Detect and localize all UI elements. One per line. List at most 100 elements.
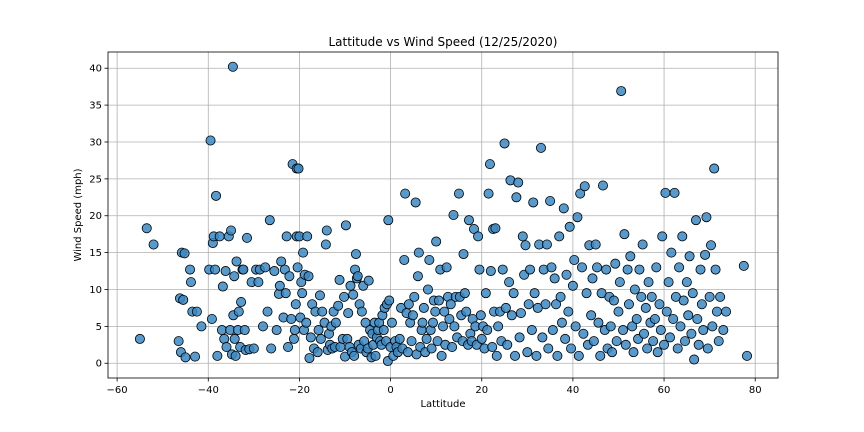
data-point <box>417 317 428 328</box>
data-point <box>424 254 435 265</box>
data-point <box>721 306 732 317</box>
data-point <box>520 240 531 251</box>
data-point <box>303 271 314 282</box>
data-point <box>523 299 534 310</box>
data-point <box>436 350 447 361</box>
data-point <box>687 288 698 299</box>
data-point <box>314 290 325 301</box>
data-point <box>384 295 395 306</box>
y-axis-ticks: 0 5 10 15 20 25 30 35 40 <box>89 64 108 370</box>
data-point <box>597 180 608 191</box>
data-point <box>531 350 542 361</box>
data-point <box>715 291 726 302</box>
data-point <box>648 336 659 347</box>
data-point <box>620 339 631 350</box>
data-point <box>683 310 694 321</box>
data-point <box>383 215 394 226</box>
x-tick-label: −60 <box>107 385 128 396</box>
data-point <box>315 333 326 344</box>
data-point <box>447 342 458 353</box>
data-point <box>317 306 328 317</box>
data-point <box>242 232 253 243</box>
data-point <box>500 302 511 313</box>
data-point <box>482 325 493 336</box>
data-point <box>293 163 304 174</box>
data-point <box>497 264 508 275</box>
data-point <box>684 251 695 262</box>
data-point <box>669 187 680 198</box>
data-point <box>334 274 345 285</box>
plot-area-frame <box>107 51 779 379</box>
data-point <box>214 231 225 242</box>
data-point <box>480 288 491 299</box>
data-point <box>590 239 601 250</box>
data-point <box>264 215 275 226</box>
data-point <box>711 306 722 317</box>
data-point <box>490 223 501 234</box>
data-point <box>556 317 567 328</box>
data-point <box>545 195 556 206</box>
data-point <box>563 306 574 317</box>
data-point <box>349 350 360 361</box>
data-point <box>561 269 572 280</box>
data-point <box>640 302 651 313</box>
data-point <box>229 271 240 282</box>
data-point <box>289 325 300 336</box>
y-tick-label: 35 <box>89 101 102 112</box>
data-point <box>578 328 589 339</box>
data-point <box>577 262 588 273</box>
data-point <box>298 247 309 258</box>
data-point <box>180 352 191 363</box>
x-tick-label: 0 <box>387 385 393 396</box>
data-point <box>407 310 418 321</box>
y-axis-label: Wind Speed (mph) <box>73 168 84 261</box>
data-point <box>179 248 190 259</box>
data-point <box>378 325 389 336</box>
data-point <box>449 321 460 332</box>
data-point <box>692 313 703 324</box>
data-point <box>529 288 540 299</box>
data-point <box>412 271 423 282</box>
data-point <box>608 295 619 306</box>
data-point <box>196 321 207 332</box>
data-point <box>430 306 441 317</box>
data-point <box>642 343 653 354</box>
data-point <box>611 336 622 347</box>
data-point <box>637 239 648 250</box>
data-point <box>370 350 381 361</box>
data-point <box>221 342 232 353</box>
data-point <box>487 342 498 353</box>
data-point <box>212 350 223 361</box>
data-point <box>535 142 546 153</box>
data-point <box>229 333 240 344</box>
data-point <box>634 264 645 275</box>
data-point <box>352 271 363 282</box>
data-point <box>618 325 629 336</box>
data-point <box>555 291 566 302</box>
data-point <box>560 333 571 344</box>
data-point <box>601 264 612 275</box>
y-tick-label: 20 <box>89 211 102 222</box>
data-point <box>710 264 721 275</box>
data-point <box>236 297 247 308</box>
data-point <box>742 350 753 361</box>
data-point <box>558 203 569 214</box>
data-point <box>348 289 359 300</box>
data-point <box>260 262 271 273</box>
data-point <box>141 223 152 234</box>
data-point <box>394 333 405 344</box>
data-point <box>614 277 625 288</box>
data-point <box>409 291 420 302</box>
data-point <box>185 277 196 288</box>
data-point <box>718 325 729 336</box>
data-point <box>410 197 421 208</box>
data-point <box>185 264 196 275</box>
data-point <box>473 231 484 242</box>
data-point <box>537 332 548 343</box>
data-point <box>513 177 524 188</box>
data-point <box>350 249 361 260</box>
data-point <box>666 247 677 258</box>
y-tick-label: 40 <box>89 64 102 75</box>
data-point <box>257 321 268 332</box>
data-point <box>493 321 504 332</box>
